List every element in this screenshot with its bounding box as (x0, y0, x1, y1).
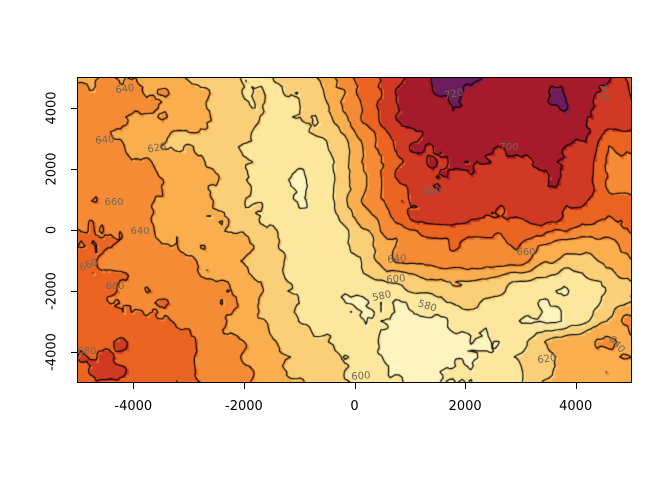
x-axis-tick-label: 4000 (559, 399, 593, 414)
y-axis-tick-label: 0 (44, 225, 60, 235)
y-axis-tick-label: -4000 (44, 332, 60, 371)
y-axis-tick (71, 108, 77, 110)
x-axis-tick (465, 383, 467, 389)
x-axis-tick-label: -2000 (225, 399, 263, 414)
x-axis-tick-label: -4000 (114, 399, 153, 414)
y-axis-tick-label: 4000 (44, 91, 60, 125)
y-axis-tick (71, 230, 77, 231)
plot-area: 640 640 620 660 640 660 660 680 720 700 700 680 660 6… (77, 77, 632, 383)
x-axis-tick-label: 2000 (448, 399, 482, 414)
x-axis-tick (575, 383, 577, 389)
y-axis-tick-label: 2000 (44, 152, 60, 186)
y-axis-tick-label: -2000 (44, 271, 60, 310)
x-axis-tick-label: 0 (350, 399, 359, 414)
x-axis-tick (243, 383, 245, 389)
y-axis-tick (71, 169, 77, 171)
y-axis-tick (71, 290, 77, 292)
y-axis-tick (71, 351, 77, 353)
filled-contour-heatmap-canvas (78, 78, 631, 382)
x-axis-tick (133, 383, 135, 389)
x-axis-tick (354, 383, 356, 389)
